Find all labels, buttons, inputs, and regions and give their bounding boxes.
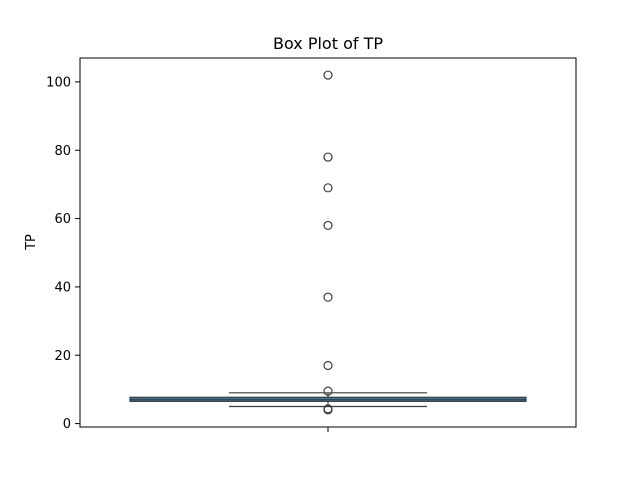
y-tick-label: 80 <box>54 144 71 159</box>
y-tick-label: 40 <box>54 280 71 295</box>
y-tick-label: 0 <box>63 417 71 432</box>
outlier-point <box>323 183 333 193</box>
outlier-point <box>323 220 333 231</box>
outlier-point <box>323 404 333 414</box>
plot-area: 0 20 40 60 80 100 <box>46 70 527 432</box>
outlier-point <box>323 386 333 396</box>
y-tick-label: 60 <box>54 212 71 227</box>
chart-title: Box Plot of TP <box>273 34 383 53</box>
outlier-point <box>323 70 333 80</box>
outlier-point <box>323 152 333 162</box>
outlier-point <box>323 292 333 302</box>
y-tick-label: 100 <box>46 75 71 90</box>
y-axis-label: TP <box>24 234 39 251</box>
plot-frame <box>79 57 577 428</box>
y-tick-label: 20 <box>54 349 71 364</box>
outlier-point <box>323 360 333 371</box>
